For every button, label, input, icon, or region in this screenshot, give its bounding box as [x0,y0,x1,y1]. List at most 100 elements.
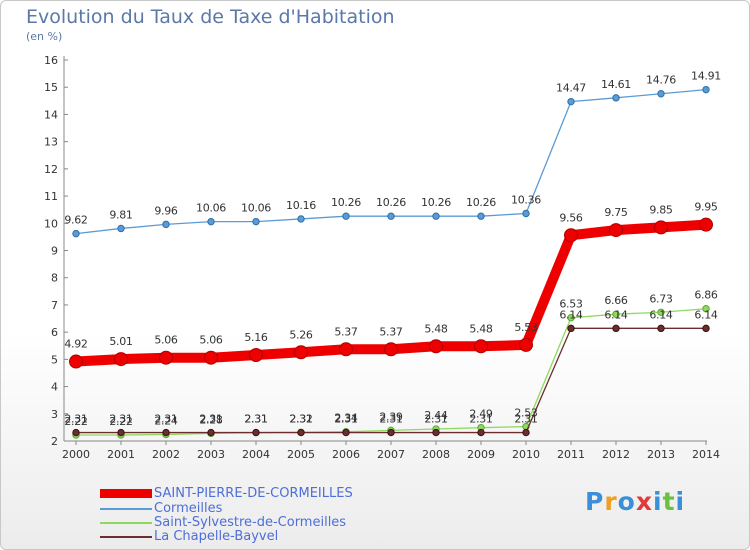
x-tick-label: 2012 [602,448,630,461]
data-label-cormeilles: 9.62 [64,214,87,227]
x-tick-label: 2001 [107,448,135,461]
y-tick-label: 16 [44,54,58,67]
legend-item-la-chapelle: La Chapelle-Bayvel [100,529,278,544]
data-point-saint-pierre-de-cormeilles [249,348,263,363]
data-label-la-chapelle-bayvel: 2.31 [469,413,492,426]
data-label-saint-sylvestre-de-cormeilles: 6.53 [559,298,583,311]
y-tick-label: 7 [51,299,58,312]
x-tick-label: 2008 [422,448,450,461]
data-point-cormeilles [207,217,215,226]
data-label-saint-sylvestre-de-cormeilles: 2.22 [109,415,132,428]
data-label-la-chapelle-bayvel: 2.31 [244,413,267,426]
data-label-saint-sylvestre-de-cormeilles: 2.34 [334,412,358,425]
data-label-saint-sylvestre-de-cormeilles: 2.22 [64,415,87,428]
y-tick-label: 8 [51,272,58,285]
data-point-cormeilles [612,94,620,102]
data-label-saint-sylvestre-de-cormeilles: 6.86 [694,289,718,302]
data-label-cormeilles: 10.26 [331,196,361,209]
data-point-la-chapelle-bayvel [477,428,485,437]
data-point-saint-pierre-de-cormeilles [159,350,173,365]
data-point-la-chapelle-bayvel [342,428,350,437]
y-tick-label: 9 [51,245,58,258]
data-label-cormeilles: 10.36 [511,193,541,206]
data-point-saint-pierre-de-cormeilles [474,339,488,354]
data-point-saint-sylvestre-de-cormeilles [702,305,710,313]
data-label-la-chapelle-bayvel: 2.31 [199,413,222,426]
data-point-la-chapelle-bayvel [657,324,665,333]
data-point-saint-pierre-de-cormeilles [294,345,308,360]
data-point-la-chapelle-bayvel [432,428,440,437]
data-label-saint-pierre-de-cormeilles: 5.37 [334,325,358,338]
data-point-saint-sylvestre-de-cormeilles [567,314,575,322]
series-layer [69,85,713,439]
legend-swatch [100,489,152,498]
data-label-saint-sylvestre-de-cormeilles: 2.49 [469,408,493,421]
logo-letter: t [662,487,676,516]
data-label-saint-pierre-de-cormeilles: 5.06 [154,334,178,347]
data-point-la-chapelle-bayvel [522,428,530,437]
data-point-la-chapelle-bayvel [297,428,305,437]
data-label-la-chapelle-bayvel: 2.31 [379,413,402,426]
data-point-la-chapelle-bayvel [612,324,620,333]
legend-item-saint-pierre: SAINT-PIERRE-DE-CORMEILLES [100,486,353,501]
data-point-saint-sylvestre-de-cormeilles [612,310,620,318]
legend-swatch [100,521,152,524]
data-label-la-chapelle-bayvel: 2.31 [64,413,87,426]
data-label-saint-pierre-de-cormeilles: 4.92 [64,338,87,351]
data-point-saint-pierre-de-cormeilles [609,223,623,238]
data-label-la-chapelle-bayvel: 6.14 [604,308,628,321]
data-point-cormeilles [297,215,305,223]
logo-letter: i [653,487,663,516]
data-label-saint-sylvestre-de-cormeilles: 2.44 [424,409,448,422]
legend-label: Cormeilles [154,501,223,516]
data-point-saint-pierre-de-cormeilles [384,342,398,357]
y-tick-label: 3 [51,408,58,421]
x-tick-label: 2003 [197,448,225,461]
data-point-saint-sylvestre-de-cormeilles [657,308,665,316]
y-tick-label: 14 [44,108,58,121]
data-point-la-chapelle-bayvel [567,324,575,333]
data-label-saint-pierre-de-cormeilles: 9.85 [649,203,673,216]
data-point-saint-pierre-de-cormeilles [114,352,128,367]
x-tick-label: 2005 [287,448,315,461]
y-tick-label: 15 [44,81,58,94]
logo-letter: i [675,487,686,516]
data-label-la-chapelle-bayvel: 2.31 [514,413,537,426]
x-tick-label: 2011 [557,448,585,461]
legend-item-cormeilles: Cormeilles [100,501,222,516]
data-label-saint-sylvestre-de-cormeilles: 2.28 [199,413,223,426]
x-tick-label: 2007 [377,448,405,461]
legend-label: SAINT-PIERRE-DE-CORMEILLES [154,486,353,501]
x-tick-label: 2002 [152,448,180,461]
data-label-saint-sylvestre-de-cormeilles: 2.32 [289,412,312,425]
data-label-saint-pierre-de-cormeilles: 5.48 [424,322,448,335]
y-tick-label: 4 [51,381,58,394]
data-label-saint-pierre-de-cormeilles: 5.06 [199,334,223,347]
data-point-cormeilles [657,90,665,98]
chart-title: Evolution du Taux de Taxe d'Habitation [26,6,395,28]
data-label-cormeilles: 9.81 [109,208,132,221]
data-point-la-chapelle-bayvel [702,324,710,333]
y-tick-label: 13 [44,136,58,149]
data-label-cormeilles: 14.91 [691,70,721,83]
data-label-cormeilles: 10.26 [421,196,451,209]
data-point-saint-pierre-de-cormeilles [564,228,578,243]
data-point-cormeilles [522,209,530,218]
data-point-cormeilles [117,224,125,233]
data-point-la-chapelle-bayvel [72,428,80,437]
data-point-la-chapelle-bayvel [207,428,215,437]
data-label-saint-sylvestre-de-cormeilles: 6.73 [649,292,673,305]
data-label-la-chapelle-bayvel: 2.31 [424,413,447,426]
legend-item-saint-sylvestre: Saint-Sylvestre-de-Cormeilles [100,515,346,530]
y-tick-label: 2 [51,435,58,448]
logo-letter: P [585,487,605,516]
data-point-saint-pierre-de-cormeilles [429,339,443,354]
data-label-saint-sylvestre-de-cormeilles: 6.66 [604,294,628,307]
x-tick-label: 2013 [647,448,675,461]
data-point-saint-pierre-de-cormeilles [204,350,218,365]
data-point-la-chapelle-bayvel [162,428,170,437]
data-label-cormeilles: 10.16 [286,199,316,212]
data-label-cormeilles: 10.26 [466,196,496,209]
logo-letter: x [635,487,653,516]
